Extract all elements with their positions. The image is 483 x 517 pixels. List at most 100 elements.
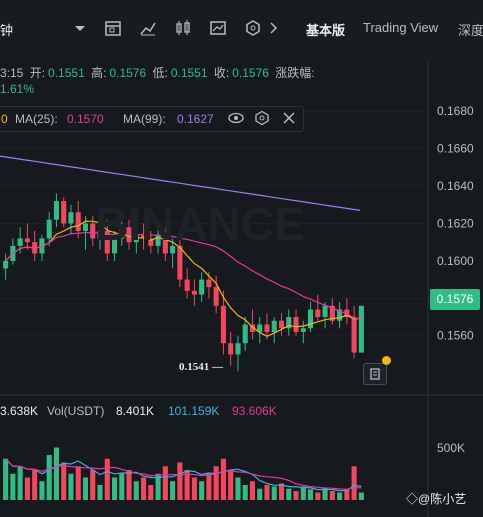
- candle-body: [148, 238, 154, 246]
- volume-bar: [119, 473, 125, 500]
- ohlc-open-label: 开:: [29, 66, 46, 80]
- candle-body: [337, 309, 343, 321]
- volume-bar: [46, 455, 52, 500]
- candle-body: [213, 287, 219, 306]
- chart-toolbar: 钟 基本版 Trading View 深度: [0, 0, 483, 60]
- tab-depth[interactable]: 深度: [458, 23, 483, 38]
- settings-hex-icon[interactable]: [243, 18, 263, 38]
- volume-axis-label: 500K: [437, 441, 465, 455]
- ma25-value: 0.1570: [67, 112, 104, 126]
- low-marker-label: 0.1541 —: [179, 361, 223, 373]
- close-icon[interactable]: [281, 110, 297, 129]
- y-tick-label: 0.1640: [437, 179, 474, 193]
- candle-body: [162, 234, 168, 254]
- volume-bar: [351, 466, 357, 500]
- candle-body: [3, 260, 9, 269]
- candle-body: [170, 245, 176, 254]
- y-tick-label: 0.1560: [437, 329, 474, 343]
- candle-body: [286, 317, 292, 329]
- volume-bar: [97, 485, 103, 500]
- candle-body: [278, 320, 285, 329]
- candle-body: [75, 212, 81, 231]
- volume-bar: [24, 477, 30, 500]
- ma99-value: 0.1627: [177, 112, 214, 126]
- volume-bar: [10, 473, 16, 500]
- volume-bar: [235, 477, 241, 500]
- eye-icon[interactable]: [228, 110, 244, 129]
- y-tick-label: 0.1620: [437, 216, 474, 230]
- volume-bar: [344, 489, 350, 500]
- volume-bar: [126, 470, 132, 500]
- candle-body: [111, 238, 118, 254]
- ma7-value: 0: [1, 112, 8, 126]
- notification-dot: [382, 356, 391, 365]
- y-tick-label: 0.1680: [437, 104, 474, 118]
- ohlc-close: 0.1576: [232, 66, 269, 80]
- vol-usdt-label: Vol(USDT): [47, 404, 105, 418]
- volume-bar: [300, 486, 306, 500]
- candle-body: [308, 309, 314, 329]
- ohlc-change-label: 涨跌幅:: [275, 66, 315, 80]
- ma25-line: [5, 231, 362, 320]
- ohlc-close-label: 收:: [213, 66, 230, 80]
- ohlc-open: 0.1551: [48, 66, 85, 80]
- y-tick-label: 0.1660: [437, 142, 474, 156]
- ma99-label: MA(99):: [123, 112, 166, 126]
- volume-bar: [39, 481, 45, 500]
- indicator-icon[interactable]: [208, 18, 228, 38]
- settings-icon[interactable]: [254, 110, 270, 129]
- notification-badge[interactable]: [363, 363, 387, 385]
- low-marker-value: 0.1541: [179, 361, 210, 373]
- candle-body: [257, 324, 263, 332]
- ohlc-high: 0.1576: [109, 66, 147, 80]
- candle-body: [61, 201, 67, 224]
- current-price-tag: 0.1576: [430, 289, 480, 310]
- tab-tradingview[interactable]: Trading View: [363, 20, 439, 35]
- ohlc-low-label: 低:: [152, 66, 168, 80]
- volume-bar: [358, 492, 364, 500]
- candle-body: [104, 230, 110, 254]
- author-name: @陈小艺: [418, 492, 467, 506]
- volume-bar: [308, 489, 314, 500]
- vol-ma10-line: [5, 458, 362, 490]
- volume-bar: [249, 481, 256, 500]
- volume-bar: [286, 488, 292, 500]
- tab-basic[interactable]: 基本版: [306, 23, 346, 38]
- candle-body: [271, 320, 277, 332]
- volume-bar: [141, 477, 147, 500]
- candle-body: [220, 305, 226, 344]
- line-chart-icon[interactable]: [138, 18, 158, 38]
- ohlc-legend: 3:15 开: 0.1551 高: 0.1576 低: 0.1551 收: 0.1576…: [0, 64, 318, 81]
- calendar-icon[interactable]: [103, 18, 123, 38]
- chevron-down-icon[interactable]: [70, 18, 90, 38]
- candle-body: [249, 324, 256, 332]
- ohlc-low: 0.1551: [170, 66, 208, 80]
- volume-bar: [155, 473, 161, 500]
- vol-ma5-line: [5, 458, 362, 492]
- chevron-right-icon[interactable]: [264, 18, 284, 38]
- volume-bar: [133, 481, 139, 500]
- interval-selector[interactable]: 钟: [0, 23, 14, 38]
- volume-bar: [148, 485, 154, 500]
- candle-body: [119, 227, 125, 239]
- volume-bar: [220, 458, 226, 500]
- ma7-line: [5, 220, 362, 337]
- volume-bar: [90, 470, 96, 500]
- candle-body: [24, 238, 30, 243]
- candlestick-icon[interactable]: [173, 18, 193, 38]
- volume-bar: [206, 473, 212, 500]
- candle-body: [315, 309, 321, 318]
- volume-bar: [162, 466, 168, 500]
- candle-body: [191, 290, 197, 295]
- candle-body: [206, 279, 212, 288]
- candle-body: [141, 234, 147, 239]
- volume-bar: [242, 485, 248, 500]
- volume-bar: [184, 470, 190, 500]
- candle-body: [68, 212, 74, 224]
- candle-body: [228, 343, 234, 355]
- volume-bar: [75, 466, 81, 500]
- candle-body: [97, 230, 103, 239]
- candle-body: [351, 317, 357, 353]
- volume-bar: [264, 485, 270, 500]
